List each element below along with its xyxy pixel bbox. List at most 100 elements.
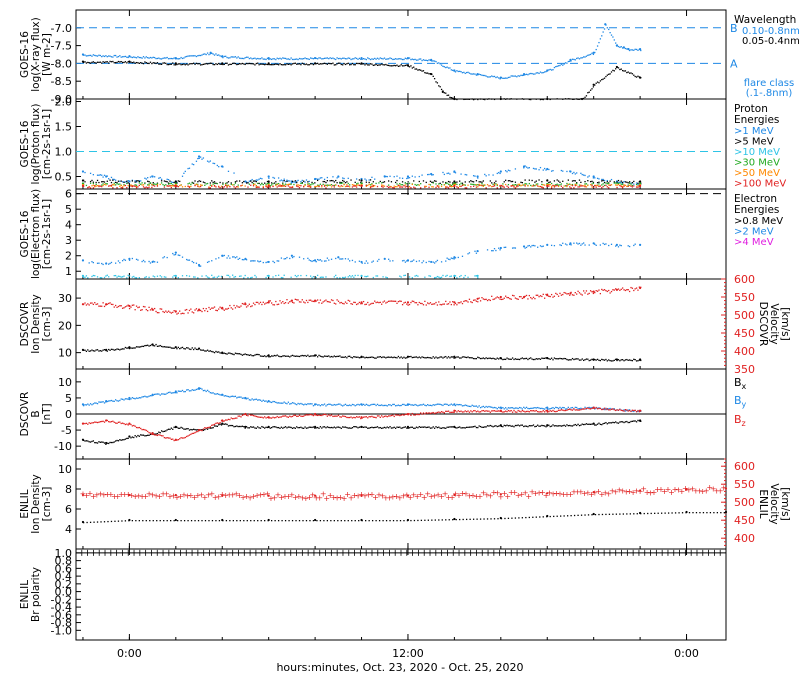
panel-1-series-mark <box>137 56 139 58</box>
panel-5-series-mark <box>374 426 376 429</box>
panel-4-series-mark <box>144 344 146 347</box>
panel-5-series-mark <box>559 425 561 427</box>
panel-5-series-mark <box>567 425 569 427</box>
panel-3-series-mark <box>154 261 156 263</box>
panel-2-series-mark <box>343 183 345 186</box>
panel-5-series-mark <box>481 406 483 408</box>
panel-1-series-mark <box>254 57 256 59</box>
panel-3-series-mark <box>255 276 257 278</box>
panel-1-series-mark <box>438 62 440 64</box>
panel-2-ytick-label: 1.0 <box>55 146 73 159</box>
panel-2-series-mark <box>571 184 574 187</box>
panel-2-series-mark <box>488 174 490 176</box>
panel-4-series-point <box>128 346 131 349</box>
panel-2-series-mark <box>350 179 352 181</box>
panel-2-series-mark <box>325 184 327 186</box>
panel-1-series-mark <box>227 64 230 66</box>
panel-2-series-mark <box>126 186 128 189</box>
panel-4-series-mark <box>141 309 143 311</box>
panel-4-series-mark <box>637 289 639 291</box>
panel-5-series-mark <box>616 409 618 411</box>
panel-5-series-mark <box>435 412 437 414</box>
panel-2-series-mark <box>589 180 592 183</box>
panel-2-series-mark <box>461 184 464 186</box>
panel-1-series-mark <box>284 64 287 66</box>
panel-4-series-mark <box>524 357 526 360</box>
panel-4-series-mark <box>499 298 501 300</box>
panel-1-series-mark <box>411 58 413 60</box>
panel-5-series-mark <box>364 404 366 406</box>
panel-6-series-mark <box>211 520 214 522</box>
panel-4-series-mark <box>584 292 586 294</box>
panel-2-series-mark <box>429 184 432 186</box>
panel-4-series-mark <box>254 354 256 356</box>
panel-2-series-mark <box>284 185 287 187</box>
panel-2-series-mark <box>176 185 178 187</box>
panel-2-series-mark <box>562 180 564 182</box>
panel-5-series-mark <box>149 432 152 434</box>
panel-1-series-mark <box>337 62 340 64</box>
panel-4-series-mark <box>635 287 638 289</box>
panel-5-series-mark <box>420 426 422 428</box>
panel-1-series-mark <box>570 60 572 62</box>
panel-1-series-mark <box>475 74 478 76</box>
panel-5-series-mark <box>598 422 600 424</box>
panel-2-series-mark <box>553 185 556 187</box>
panel-1-series-mark <box>133 61 135 63</box>
panel-3-series-mark <box>376 260 379 262</box>
panel-2-series-mark <box>516 184 518 186</box>
panel-5-series-mark <box>141 396 143 398</box>
panel-1-series-mark <box>245 62 248 65</box>
panel-3-series-mark <box>115 262 117 264</box>
panel-4-series-mark <box>248 354 251 356</box>
panel-4-series-mark <box>172 347 174 349</box>
panel-4-ylabel-right: Velocity <box>768 303 780 344</box>
panel-1-series-mark <box>308 58 310 61</box>
panel-2-series-mark <box>365 184 368 187</box>
panel-5-series-mark <box>475 405 478 407</box>
panel-2-series-mark <box>130 185 132 187</box>
panel-2-frame <box>75 98 727 190</box>
panel-1-series-mark <box>620 68 622 70</box>
panel-1-series-mark <box>443 66 446 68</box>
panel-5-series-mark <box>538 425 540 427</box>
panel-3-series-mark <box>128 259 131 261</box>
panel-5-series-mark <box>82 439 85 442</box>
panel-4-series-mark <box>245 306 248 308</box>
panel-5-series-mark <box>315 403 317 405</box>
panel-1-series-mark <box>357 62 359 65</box>
panel-2-series-mark <box>555 184 557 186</box>
panel-1-series-mark <box>236 63 238 66</box>
panel-5-series-mark <box>509 410 511 412</box>
panel-2-series-mark <box>269 186 271 188</box>
panel-2-series-mark <box>310 186 312 188</box>
panel-1-series-mark <box>314 62 316 65</box>
panel-4-series-mark <box>615 288 617 290</box>
panel-5-series-mark <box>457 410 459 412</box>
panel-2-series-mark <box>282 182 284 184</box>
panel-3-series-mark <box>440 276 443 278</box>
panel-5-series-mark <box>121 398 124 400</box>
panel-1-series-mark <box>117 60 120 63</box>
panel-2-series-mark <box>365 179 368 181</box>
panel-3-series-mark <box>145 276 147 278</box>
panel-4-series-mark <box>284 301 287 304</box>
panel-1-series-mark <box>181 63 184 66</box>
panel-4-series-mark <box>461 356 464 358</box>
panel-3-ytick-label: 4 <box>65 219 72 232</box>
panel-2-series-mark <box>220 185 223 187</box>
panel-5-series-mark <box>119 399 121 402</box>
panel-5-series-mark <box>262 417 264 419</box>
panel-2-series-mark <box>517 185 519 187</box>
panel-1-series-mark <box>84 61 86 63</box>
panel-5-series-mark <box>135 426 138 429</box>
panel-4-series-mark <box>344 301 347 303</box>
panel-3-series-mark <box>421 262 423 264</box>
panel-2-series-mark <box>112 187 114 189</box>
panel-2-series-mark <box>319 177 322 179</box>
panel-4-series-mark <box>615 358 617 361</box>
panel-4-series-mark <box>102 349 104 351</box>
panel-5-series-mark <box>322 404 324 406</box>
panel-3-series-mark <box>385 276 387 278</box>
panel-2-series-mark <box>95 185 97 187</box>
